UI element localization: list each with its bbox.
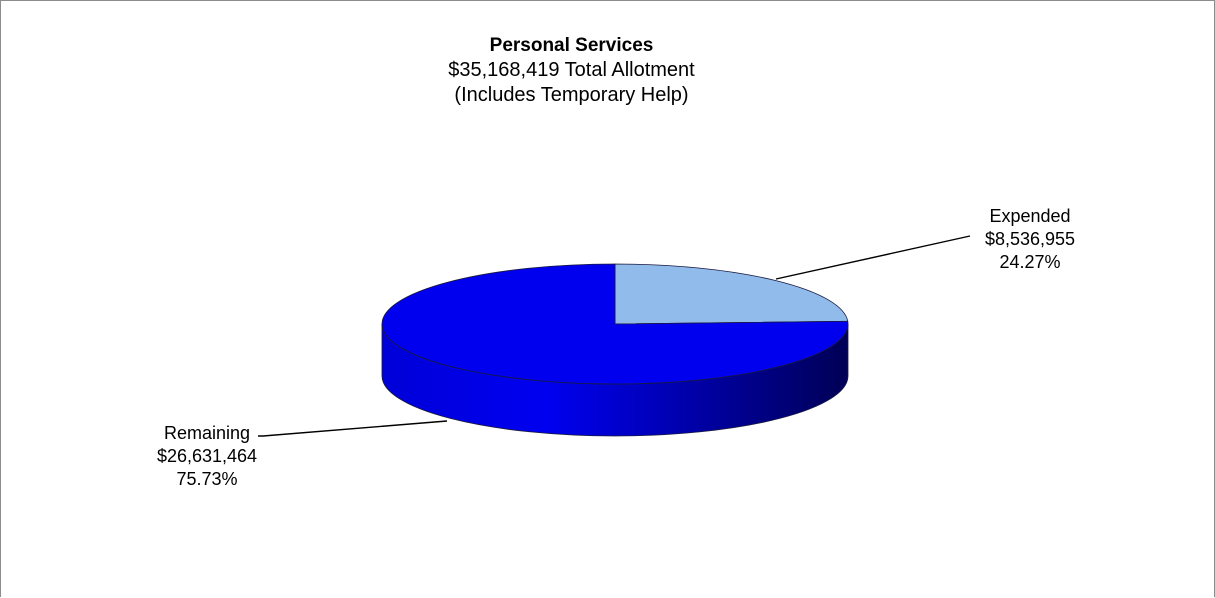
slice-label-remaining: Remaining $26,631,464 75.73% bbox=[132, 422, 282, 491]
pie-slice-expended bbox=[614, 263, 849, 325]
chart-subtitle-line-1: $35,168,419 Total Allotment bbox=[448, 59, 695, 81]
chart-subtitle-line-2: (Includes Temporary Help) bbox=[454, 84, 689, 106]
leader-line-expended bbox=[775, 235, 971, 280]
slice-label-expended-amount: $8,536,955 bbox=[984, 229, 1076, 249]
leader-lines bbox=[258, 235, 971, 437]
slice-label-remaining-name: Remaining bbox=[163, 423, 251, 443]
chart-title: Personal Services bbox=[489, 35, 654, 56]
leader-line-remaining bbox=[258, 420, 448, 437]
slice-label-expended: Expended $8,536,955 24.27% bbox=[955, 205, 1105, 274]
slice-label-expended-name: Expended bbox=[989, 206, 1071, 226]
slice-label-remaining-amount: $26,631,464 bbox=[156, 446, 258, 466]
slice-label-expended-percent: 24.27% bbox=[999, 252, 1061, 272]
slice-label-remaining-percent: 75.73% bbox=[176, 469, 238, 489]
pie-slice-remaining bbox=[381, 263, 849, 385]
pie-group bbox=[381, 263, 849, 437]
chart-title-block: Personal Services $35,168,419 Total Allo… bbox=[0, 33, 1143, 108]
